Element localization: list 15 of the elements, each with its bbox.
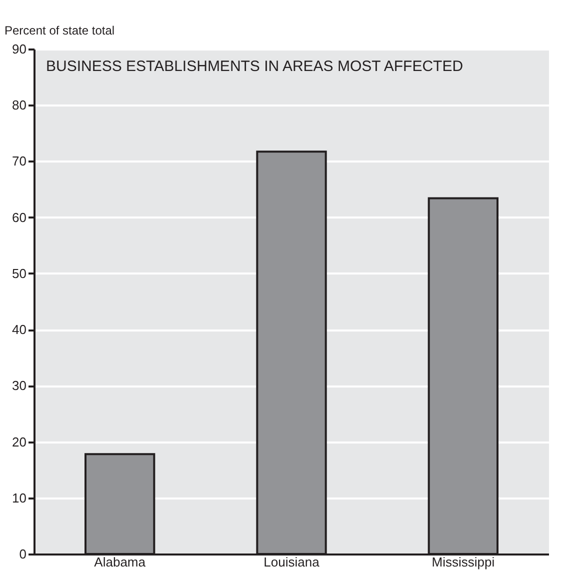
text: BUSINESS ESTABLISHMENTS IN AREAS MOST AFFECTED [46,58,464,75]
y-tick-label: 40 [12,322,26,338]
y-tick-label: 0 [19,546,26,562]
y-tick-label: 10 [12,490,26,506]
y-tick-label: 60 [12,210,26,225]
x-tick-label: Alabama [94,554,146,570]
x-tick-label: Mississippi [432,554,495,570]
y-tick-label: 70 [12,154,26,169]
y-tick-label: 30 [12,378,26,394]
y-tick-label: 90 [12,42,26,56]
y-axis-title: Percent of state total [4,24,115,38]
x-tick-label: Louisiana [264,554,320,570]
y-tick-label: 50 [12,266,26,281]
y-tick-label: 20 [12,434,26,450]
y-tick-label: 80 [12,98,26,113]
